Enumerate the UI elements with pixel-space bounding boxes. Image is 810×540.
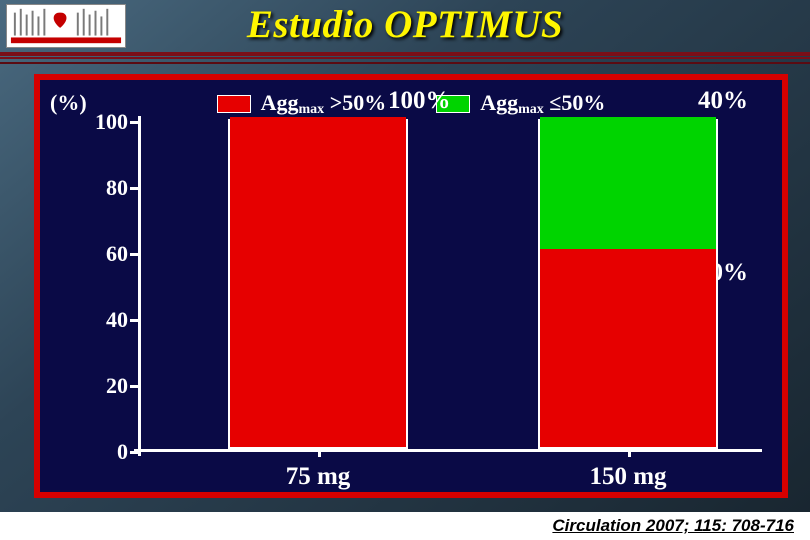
bar-segment [540, 249, 716, 447]
bar [228, 119, 408, 449]
category-label: 150 mg [528, 463, 728, 491]
citation-text: Circulation 2007; 115: 708-716 [552, 516, 794, 536]
slide-title: Estudio OPTIMUS [0, 2, 810, 47]
y-tick-mark [130, 187, 138, 190]
slide-header: Estudio OPTIMUS [0, 0, 810, 62]
x-tick-mark [318, 449, 321, 457]
y-axis [138, 116, 141, 456]
plot-area: 020406080100 100%75 mg60%40%150 mg [138, 122, 758, 452]
category-label: 75 mg [218, 463, 418, 491]
legend-swatch-red [217, 95, 251, 113]
y-tick-label: 60 [68, 241, 128, 267]
bar-value-label: 40% [698, 87, 810, 115]
bar-group: 60%40%150 mg [538, 119, 718, 449]
bar [538, 119, 718, 449]
legend-item-agg-gt50: Aggmax >50% [217, 90, 387, 118]
y-tick-mark [130, 121, 138, 124]
legend-label: Aggmax >50% [261, 90, 387, 118]
y-tick-mark [130, 319, 138, 322]
title-underline [0, 52, 810, 62]
y-tick-label: 80 [68, 175, 128, 201]
bar-segment [540, 117, 716, 249]
y-tick-label: 0 [68, 439, 128, 465]
citation-bar: Circulation 2007; 115: 708-716 [0, 512, 810, 540]
y-tick-label: 40 [68, 307, 128, 333]
chart-frame: (%) Aggmax >50% Aggmax ≤50% 020406080100… [34, 74, 788, 498]
y-tick-mark [130, 385, 138, 388]
y-tick-mark [130, 451, 138, 454]
x-axis [134, 449, 762, 452]
bar-group: 100%75 mg [228, 119, 408, 449]
bar-value-label: 100% [388, 87, 508, 115]
x-tick-mark [628, 449, 631, 457]
y-tick-mark [130, 253, 138, 256]
y-tick-label: 20 [68, 373, 128, 399]
bar-segment [230, 117, 406, 447]
y-tick-label: 100 [68, 109, 128, 135]
